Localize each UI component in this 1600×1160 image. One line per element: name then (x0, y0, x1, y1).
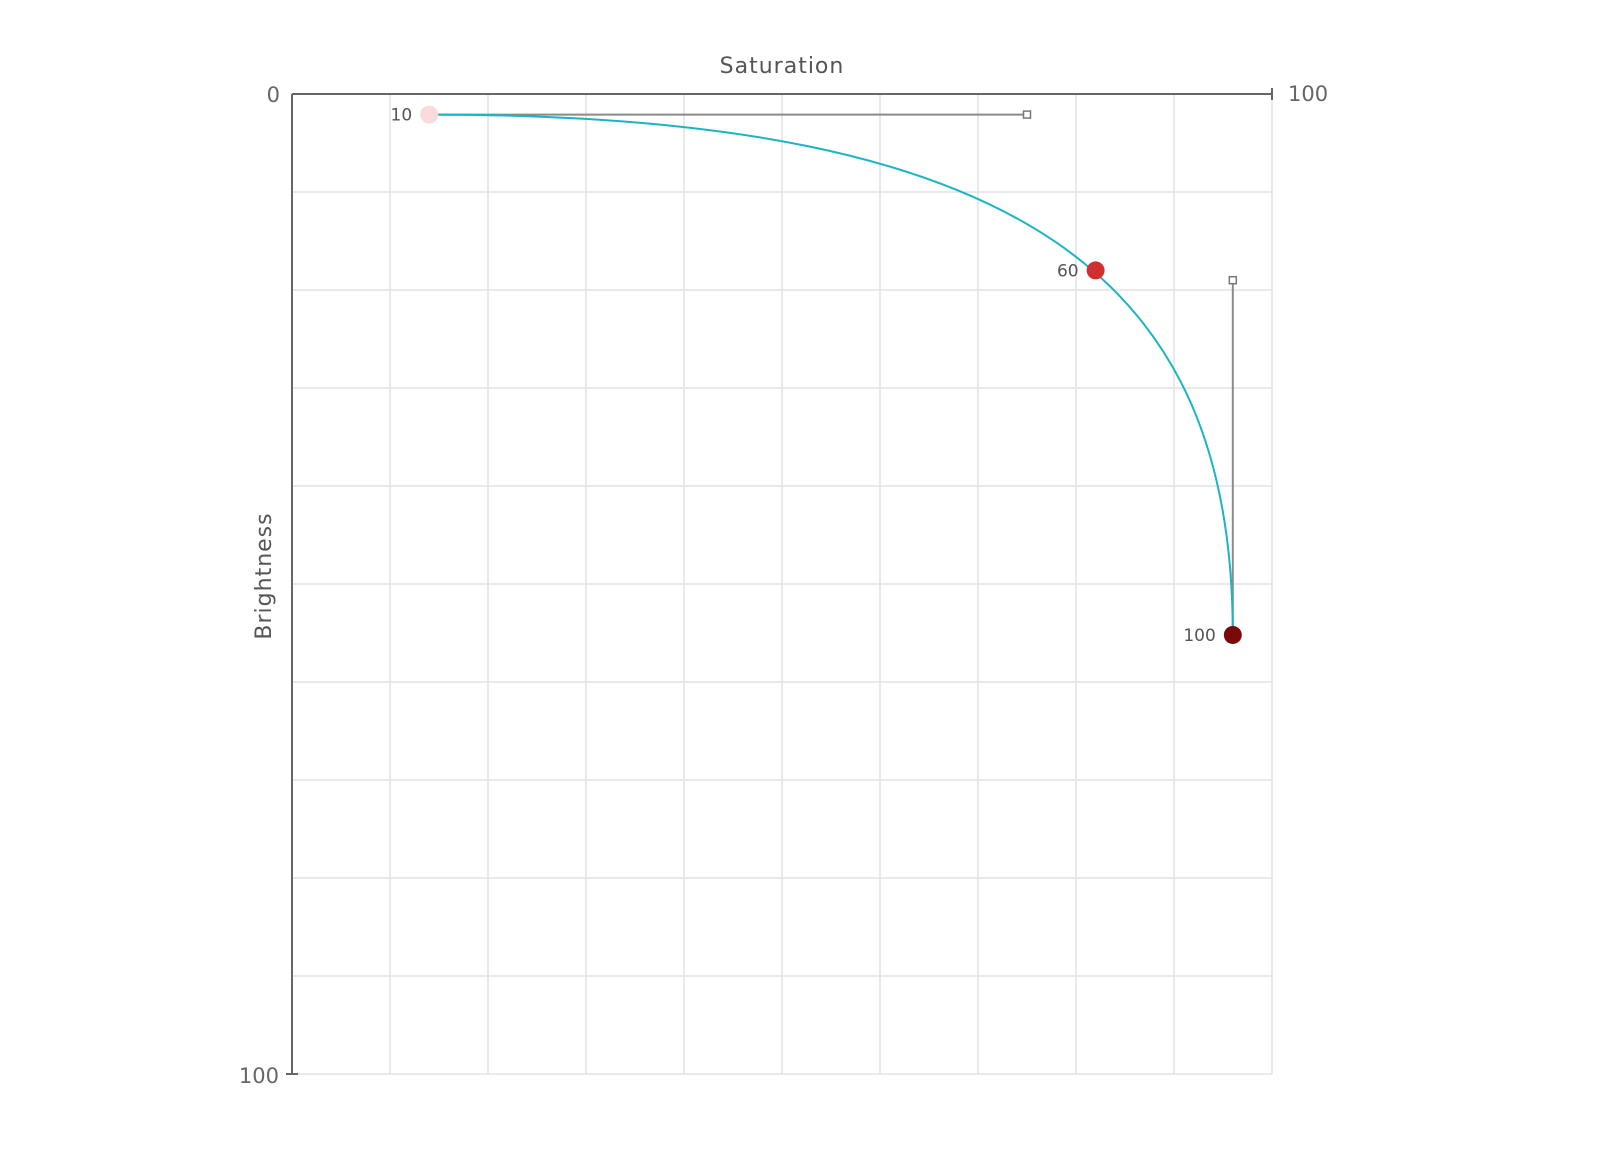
curve-point-label: 10 (391, 106, 413, 126)
bezier-curve (429, 113, 1234, 635)
bezier-handles (429, 110, 1238, 635)
curve-point[interactable] (420, 105, 439, 124)
curve-point-label: 60 (1057, 261, 1079, 281)
curve-point-label: 100 (1183, 626, 1215, 646)
axes (286, 88, 1273, 1075)
curve-point[interactable] (1086, 261, 1105, 280)
x-axis-max-label: 100 (1288, 82, 1328, 106)
y-axis-max-label: 100 (239, 1064, 279, 1088)
handle-control-point[interactable] (1022, 110, 1032, 119)
x-axis-title: Saturation (720, 54, 845, 79)
curve-points: 10 60 100 (391, 105, 1242, 646)
grid (292, 94, 1273, 1075)
y-axis-title: Brightness (252, 512, 277, 639)
handle-control-point[interactable] (1228, 275, 1238, 285)
curve-point[interactable] (1223, 625, 1242, 644)
origin-label: 0 (267, 83, 280, 107)
